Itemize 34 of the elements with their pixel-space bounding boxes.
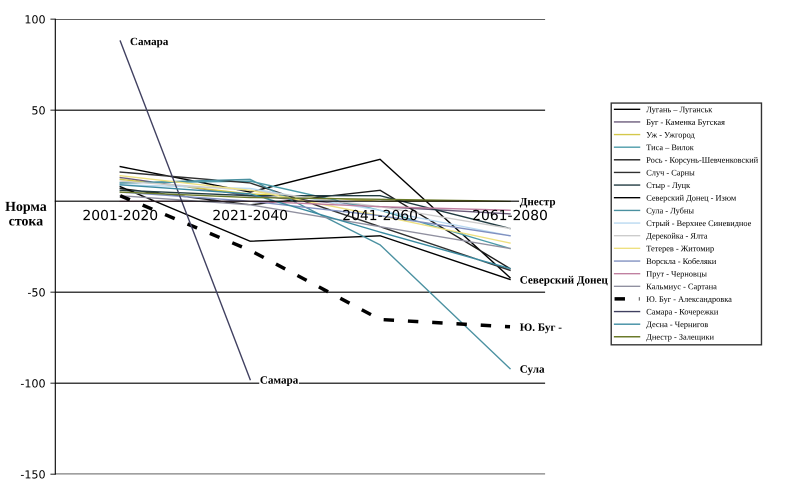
- annotation: Ю. Буг -: [520, 323, 562, 334]
- legend-label: Тиса – Вилок: [646, 144, 694, 150]
- legend-label: Рось - Корсунь-Шевченковский: [646, 157, 758, 165]
- y-tick-label: 100: [26, 15, 45, 24]
- legend-label: Прут - Черновцы: [646, 271, 707, 278]
- legend-label: Ю. Буг - Александровка: [646, 296, 732, 304]
- annotation: Самара: [130, 38, 168, 48]
- legend-label: Самара - Кочережки: [646, 308, 718, 316]
- annotation: Днестр: [520, 198, 556, 208]
- y-tick-label: 50: [32, 106, 45, 115]
- legend-label: Стрый - Верхнее Синевидное: [646, 220, 752, 228]
- legend-label: Десна - Чернигов: [646, 322, 708, 329]
- annotation: Северский Донец: [520, 276, 608, 286]
- legend-label: Северский Донец - Изюм: [646, 194, 736, 202]
- legend-label: Тетерев - Житомир: [646, 246, 714, 253]
- legend-label: Уж - Ужгород: [646, 132, 695, 140]
- x-tick-label: 2021-2040: [213, 210, 288, 220]
- legend-label: Ворскла - Кобеляки: [646, 258, 716, 266]
- legend-label: Дерекойка - Ялта: [646, 232, 708, 240]
- y-tick-label: -100: [20, 379, 45, 388]
- legend-label: Буг - Каменка Бугская: [646, 119, 725, 127]
- annotation: Сула: [520, 365, 544, 376]
- y-tick-label: -150: [20, 470, 45, 479]
- legend-label: Кальмиус - Сартана: [646, 284, 717, 291]
- x-tick-label: 2061-2080: [473, 210, 547, 220]
- y-axis-title: Норма стока: [5, 202, 46, 226]
- legend-label: Сула - Лубны: [646, 207, 694, 216]
- legend-label: Лугань – Луганськ: [646, 106, 712, 114]
- legend-label: Днестр - Залещики: [646, 334, 714, 342]
- y-tick-label: -50: [28, 288, 45, 297]
- x-tick-label: 2001-2020: [83, 210, 158, 220]
- annotation: Самара: [260, 376, 298, 386]
- legend-label: Стыр - Луцк: [646, 182, 690, 190]
- legend-label: Случ - Сарны: [646, 170, 695, 178]
